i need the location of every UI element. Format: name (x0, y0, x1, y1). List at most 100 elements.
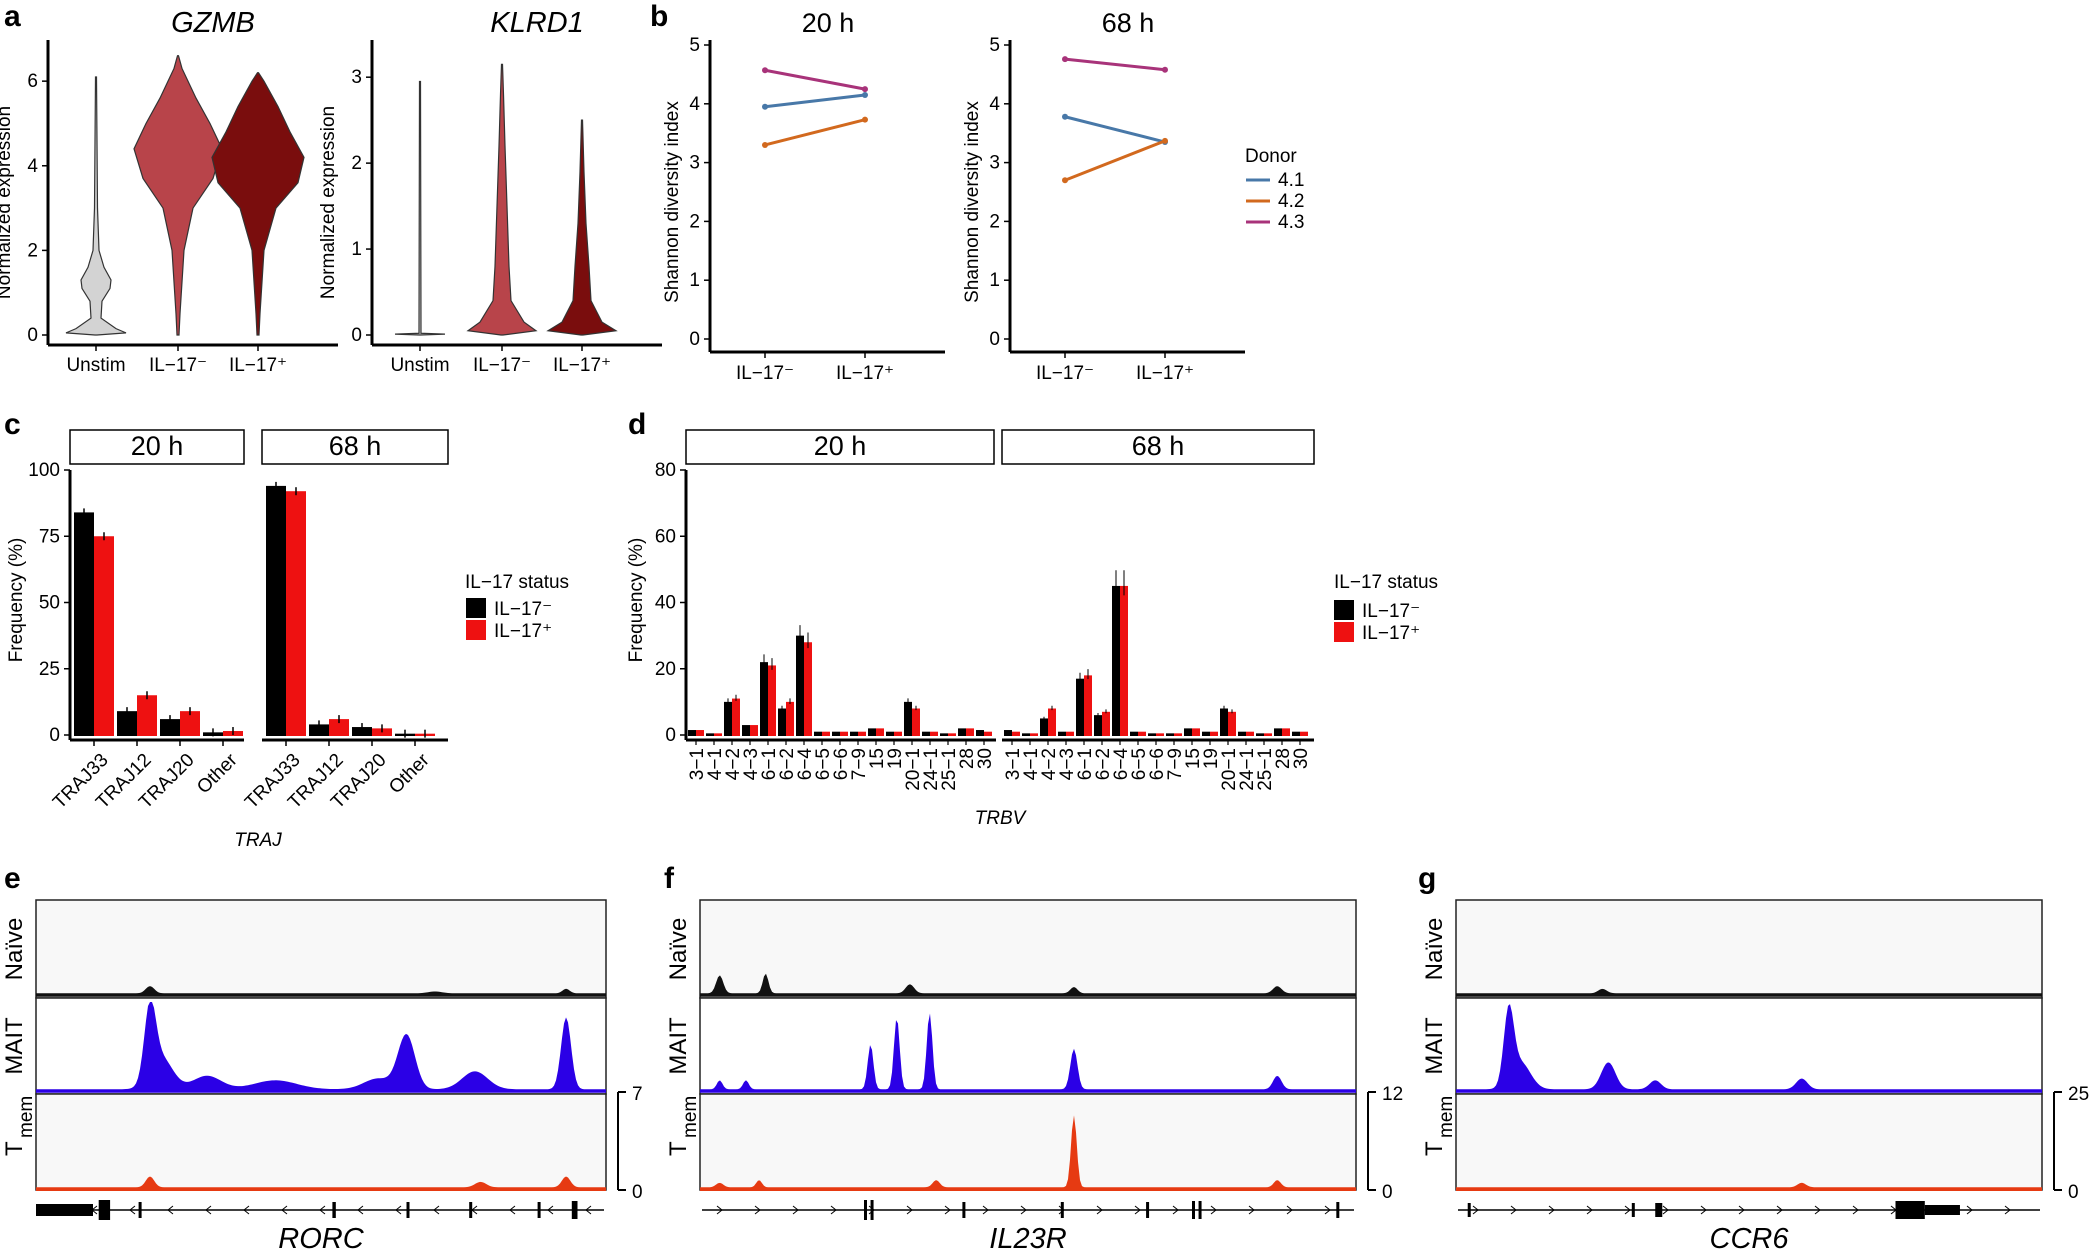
gzmb-xtick-label: Unstim (66, 355, 125, 376)
b68-ytick-label: 0 (989, 329, 1000, 350)
klrd1-ylabel: Normalized expression (318, 106, 339, 299)
d-bar (876, 728, 884, 736)
d-bar (814, 731, 822, 736)
b68-xtick-label: IL−17⁺ (1136, 363, 1194, 384)
e-naive-signal (36, 986, 606, 996)
g-strand-arrow (1700, 1205, 1707, 1215)
d-ytick-label: 40 (655, 593, 676, 614)
b68-point (1162, 137, 1168, 144)
donor-legend-title: Donor (1245, 146, 1297, 167)
g-strand-arrow (1738, 1205, 1745, 1215)
c-legend-key (466, 620, 486, 640)
g-strand-arrow (1586, 1205, 1593, 1215)
d-bar (1130, 731, 1138, 736)
d-bar (1192, 728, 1200, 736)
g-strand-arrow (1776, 1205, 1783, 1215)
d-bar (714, 733, 722, 736)
d-xtick-label: 20−1 (1219, 748, 1240, 791)
b20-series-4.1 (764, 93, 866, 109)
b20-series-4.3 (764, 68, 866, 91)
g-strand-arrow (2004, 1205, 2011, 1215)
klrd1-gene-title: KLRD1 (490, 7, 584, 39)
d-bar (1300, 731, 1308, 736)
b68-ytick-label: 2 (989, 211, 1000, 232)
b68-title: 68 h (1102, 8, 1155, 38)
d-bar (948, 733, 956, 736)
g-gene-name: CCR6 (1710, 1223, 1790, 1252)
d-bar (1174, 733, 1182, 736)
g-track-bg-2 (1455, 1093, 2043, 1191)
f-strand-arrow (1324, 1205, 1331, 1215)
klrd1-violin-2 (546, 119, 618, 336)
d-xtick-label: 6−5 (1129, 748, 1150, 780)
d-bar (1184, 728, 1192, 736)
f-exon (870, 1200, 874, 1220)
d-bar (1220, 708, 1228, 736)
e-exon (537, 1202, 541, 1218)
d-xtick-label: 25−1 (1255, 748, 1276, 791)
g-strand-arrow (1814, 1205, 1821, 1215)
d-bar (966, 728, 974, 736)
b20-ytick-label: 3 (689, 153, 700, 174)
d-bar (958, 728, 966, 736)
d-bar (778, 708, 786, 736)
donor-legend-label: 4.3 (1278, 212, 1304, 233)
d-bar (1282, 728, 1290, 736)
d-xtick-label: 4−3 (1057, 748, 1078, 780)
g-strand-arrow (1662, 1205, 1669, 1215)
f-scale-max: 12 (1382, 1084, 1403, 1105)
c-ytick-label: 25 (39, 659, 60, 680)
d-bar (976, 730, 984, 736)
d-bar (1166, 733, 1174, 736)
d-bar (1004, 730, 1012, 736)
d-bar (732, 698, 740, 736)
d-bar (750, 725, 758, 736)
d-xtick-label: 15 (867, 748, 888, 769)
klrd1-ytick-label: 2 (351, 153, 362, 174)
f-exon (1198, 1201, 1202, 1219)
d-bar (868, 728, 876, 736)
g-scale-min: 0 (2068, 1182, 2079, 1203)
g-exon (1655, 1203, 1663, 1217)
d-bar (822, 731, 830, 736)
c-bar (74, 512, 94, 736)
klrd1-ytick-label: 3 (351, 67, 362, 88)
b68-point (1062, 56, 1068, 63)
f-scale-min: 0 (1382, 1182, 1393, 1203)
e-mait-signal (36, 1002, 606, 1092)
e-track-bg-0 (35, 899, 607, 999)
f-strand-arrow (716, 1205, 723, 1215)
gzmb-ytick-label: 0 (27, 325, 38, 346)
panel-label-e: e (4, 862, 21, 895)
g-track-label-2: T (1421, 1141, 1448, 1156)
klrd1-xtick-label: IL−17⁺ (553, 355, 611, 376)
d-bar (840, 731, 848, 736)
d-xtick-label: 28 (1273, 748, 1294, 769)
f-track-bg-0 (699, 899, 1357, 999)
d-bar (1238, 731, 1246, 736)
c-bar (352, 727, 372, 736)
g-naive-signal (1456, 988, 2042, 996)
d-bar (1264, 733, 1272, 736)
gzmb-ytick-label: 4 (27, 156, 38, 177)
d-bar (940, 733, 948, 736)
f-strand-arrow (1286, 1205, 1293, 1215)
c-bar (160, 719, 180, 736)
d-bar (768, 665, 776, 736)
b68-ytick-label: 5 (989, 35, 1000, 56)
c-xlabel: TRAJ (234, 830, 282, 851)
d-ytick-label: 80 (655, 460, 676, 481)
gzmb-gene-title: GZMB (171, 7, 255, 39)
d-xtick-label: 7−9 (1165, 748, 1186, 780)
e-strand-arrow (281, 1205, 288, 1215)
c-strip-0-label: 20 h (131, 431, 184, 461)
b68-series-4.1 (1064, 115, 1166, 144)
d-bar (930, 731, 938, 736)
c-bar (309, 724, 329, 736)
d-bar (1246, 731, 1254, 736)
d-xtick-label: 28 (957, 748, 978, 769)
gzmb-ytick-label: 6 (27, 71, 38, 92)
f-exon (1336, 1202, 1340, 1218)
b20-ytick-label: 4 (689, 94, 700, 115)
